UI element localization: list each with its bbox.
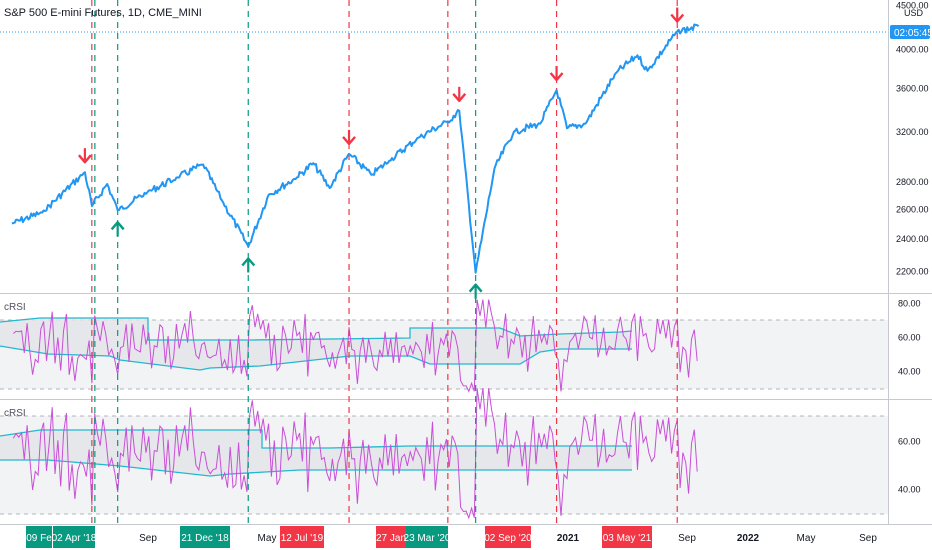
- crsi-axis-label: 80.00: [898, 299, 921, 309]
- crsi-band-lower: [0, 459, 632, 477]
- price-axis-label: 4500.00: [896, 1, 929, 11]
- time-axis[interactable]: Sep May 2021 Sep 2022 May Sep 09 Fe 02 Apr '18 21…: [26, 526, 877, 548]
- crsi-pane-2-label[interactable]: cRSI: [4, 408, 26, 419]
- up-arrow-icon: [110, 221, 125, 237]
- up-arrow-icon: [468, 283, 483, 299]
- currency-label: USD: [904, 8, 924, 18]
- crsi-band-lower: [0, 345, 632, 371]
- down-arrow-icon: [452, 86, 467, 103]
- crsi-axis-label: 60.00: [898, 333, 921, 343]
- price-axis-label: 2600.00: [896, 204, 929, 214]
- down-arrow-icon: [670, 7, 685, 23]
- buy-date-tag: 23 Mar '20: [404, 533, 451, 544]
- buy-date-tag: 02 Apr '18: [52, 533, 97, 544]
- crsi-axis-label: 40.00: [898, 367, 921, 377]
- time-axis-label: Sep: [678, 533, 696, 544]
- sell-date-tag-background: [602, 526, 652, 548]
- sell-date-tag: 27 Jan: [376, 533, 406, 544]
- time-axis-label: Sep: [859, 533, 877, 544]
- main-pane-background: [0, 0, 888, 293]
- time-axis-label: May: [797, 533, 816, 544]
- down-arrow-icon: [342, 129, 356, 146]
- buy-date-tag: 21 Dec '18: [181, 533, 229, 544]
- up-arrow-icon: [241, 257, 256, 273]
- buy-date-tag: 09 Fe: [26, 533, 52, 544]
- time-axis-label: May: [258, 533, 277, 544]
- buy-date-tag-background: [53, 526, 95, 548]
- price-axis-label: 2200.00: [896, 267, 929, 277]
- time-axis-label: 2022: [737, 533, 760, 544]
- crsi-band-upper: [0, 429, 632, 449]
- crsi-line: [12, 299, 698, 393]
- price-axis-label: 2800.00: [896, 177, 929, 187]
- crsi-axis-label: 60.00: [898, 437, 921, 447]
- buy-date-tag-background: [180, 526, 230, 548]
- buy-date-tag-background: [26, 526, 52, 548]
- price-line: [11, 23, 700, 274]
- sell-date-tag-background: [485, 526, 531, 548]
- crsi-pane-2-axis[interactable]: 60.00 40.00: [898, 437, 921, 495]
- price-axis-label: 3600.00: [896, 83, 929, 93]
- crsi-line: [12, 388, 698, 520]
- sell-date-tag-background: [280, 526, 324, 548]
- crsi-band-upper: [0, 317, 633, 341]
- crsi-band-fill: [0, 318, 632, 370]
- sell-date-tag: 12 Jul '19: [281, 533, 324, 544]
- time-axis-label: Sep: [139, 533, 157, 544]
- time-axis-label: 2021: [557, 533, 580, 544]
- down-arrow-icon: [77, 148, 92, 164]
- crsi-axis-label: 40.00: [898, 485, 921, 495]
- sell-date-tag: 03 May '21: [603, 533, 652, 544]
- buy-date-tag-background: [406, 526, 448, 548]
- price-axis[interactable]: 4500.00 4000.00 3600.00 3200.00 2800.00 2600.…: [896, 1, 929, 277]
- price-axis-label: 2400.00: [896, 234, 929, 244]
- crsi-pane-1-label[interactable]: cRSI: [4, 302, 26, 313]
- chart-title[interactable]: S&P 500 E-mini Futures, 1D, CME_MINI: [4, 7, 202, 19]
- signal-arrows: [77, 7, 685, 299]
- crsi-pane-1-axis[interactable]: 80.00 60.00 40.00: [898, 299, 921, 377]
- price-axis-label: 3200.00: [896, 127, 929, 137]
- last-price-tag: 02:05:45: [894, 28, 932, 39]
- sell-date-tag-background: [376, 526, 406, 548]
- sell-date-tag: 02 Sep '20: [484, 533, 532, 544]
- down-arrow-icon: [549, 66, 564, 82]
- last-price-tag-background: [890, 25, 930, 39]
- price-axis-label: 4000.00: [896, 44, 929, 54]
